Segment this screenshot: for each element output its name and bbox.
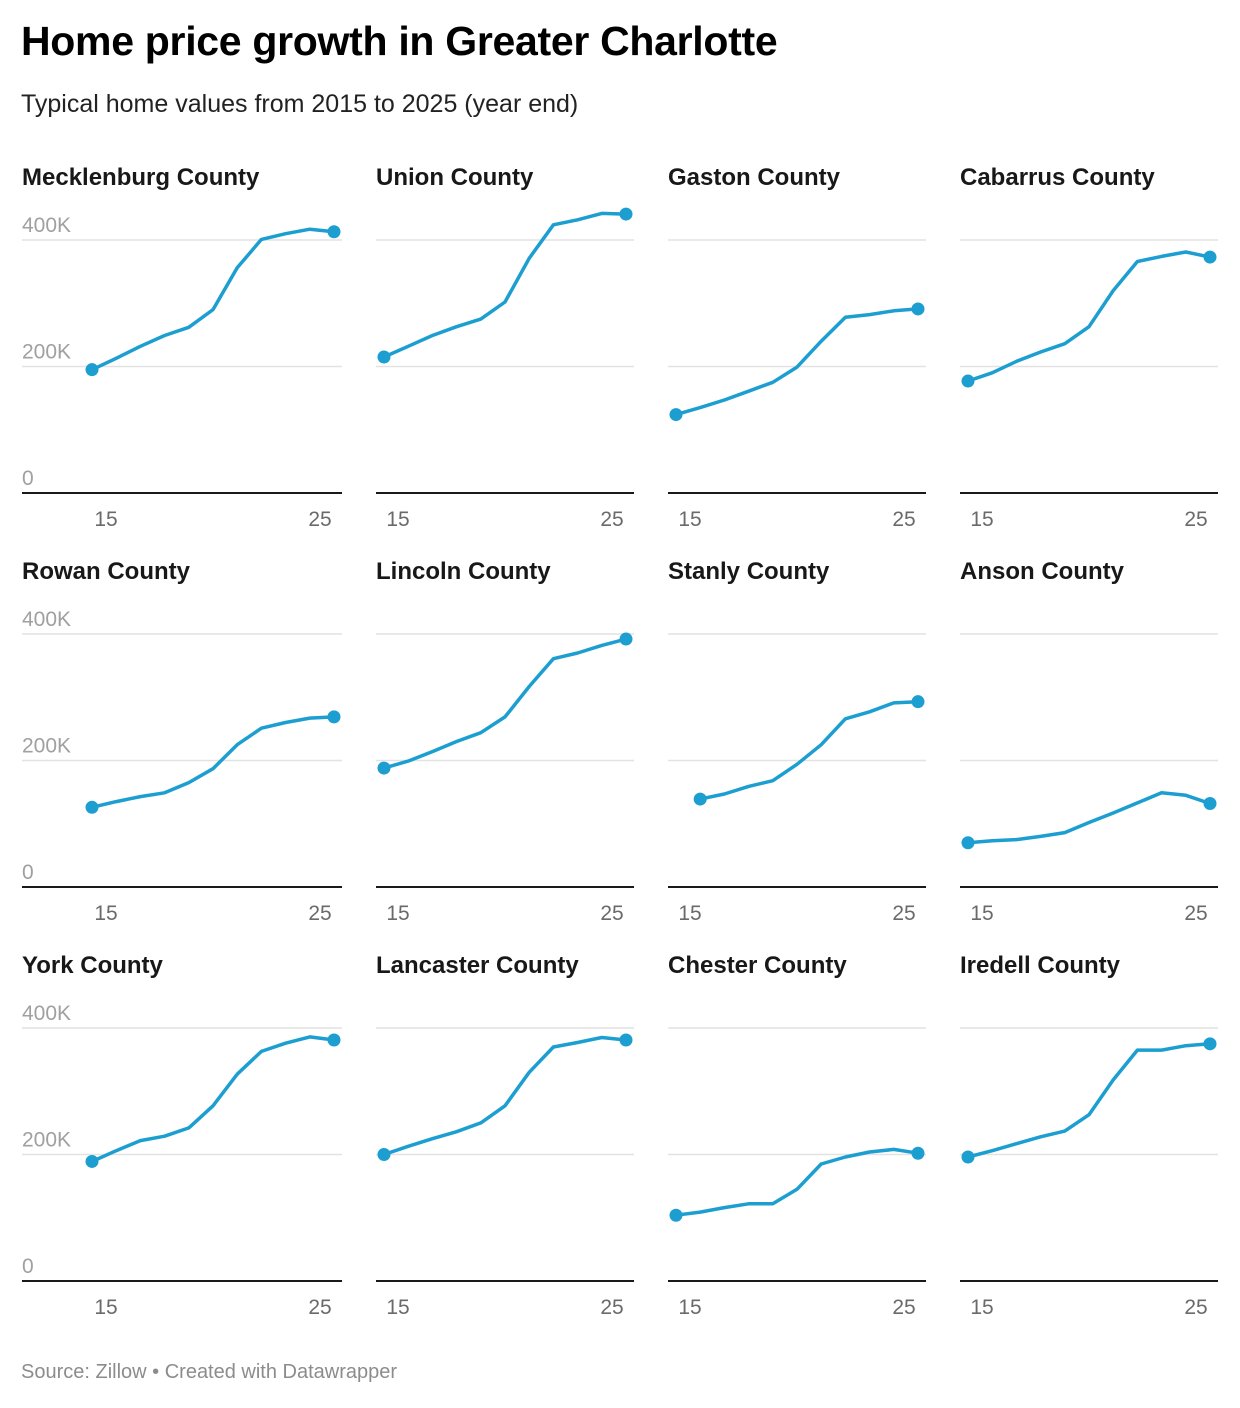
panel-gaston-county: 15 25 bbox=[668, 239, 926, 531]
x-tick-label: 15 bbox=[678, 1296, 701, 1319]
chart-subtitle: Typical home values from 2015 to 2025 (y… bbox=[21, 90, 579, 118]
panel-iredell-county: 15 25 bbox=[960, 1027, 1218, 1319]
panel-title-stanly-county: Stanly County bbox=[668, 558, 830, 585]
panel-lancaster-county: 15 25 bbox=[376, 1027, 634, 1319]
panel-title-anson-county: Anson County bbox=[960, 558, 1124, 585]
x-tick-label: 25 bbox=[308, 1296, 331, 1319]
series-line-gaston-county bbox=[674, 307, 920, 417]
start-point bbox=[85, 1154, 99, 1168]
series-line-anson-county bbox=[966, 791, 1212, 845]
source-footer: Source: Zillow • Created with Datawrappe… bbox=[21, 1361, 398, 1383]
y-tick-label: 200K bbox=[22, 341, 71, 364]
start-point bbox=[85, 363, 99, 377]
panel-title-york-county: York County bbox=[22, 952, 163, 979]
y-tick-label: 0 bbox=[22, 861, 34, 884]
panel-title-cabarrus-county: Cabarrus County bbox=[960, 164, 1155, 191]
panel-title-mecklenburg-county: Mecklenburg County bbox=[22, 164, 260, 191]
end-point bbox=[1203, 1037, 1217, 1051]
x-tick-label: 25 bbox=[308, 902, 331, 925]
series-line-rowan-county bbox=[90, 715, 336, 810]
end-point bbox=[619, 632, 633, 646]
series-line-lincoln-county bbox=[382, 637, 628, 770]
panel-title-gaston-county: Gaston County bbox=[668, 164, 840, 191]
panel-chester-county: 15 25 bbox=[668, 1027, 926, 1319]
panel-york-county: 0 200K 400K 15 25 bbox=[22, 1002, 342, 1319]
panel-cabarrus-county: 15 25 bbox=[960, 239, 1218, 531]
series-line-mecklenburg-county bbox=[90, 227, 336, 372]
start-point bbox=[85, 800, 99, 814]
panel-lincoln-county: 15 25 bbox=[376, 632, 634, 925]
start-point bbox=[961, 1150, 975, 1164]
y-tick-label: 0 bbox=[22, 1255, 34, 1278]
x-tick-label: 25 bbox=[600, 902, 623, 925]
series-line-york-county bbox=[90, 1035, 336, 1164]
x-tick-label: 25 bbox=[1184, 1296, 1207, 1319]
x-tick-label: 15 bbox=[386, 508, 409, 531]
x-tick-label: 15 bbox=[970, 508, 993, 531]
x-tick-label: 15 bbox=[94, 1296, 117, 1319]
start-point bbox=[377, 350, 391, 364]
x-tick-label: 15 bbox=[970, 902, 993, 925]
y-tick-label: 400K bbox=[22, 608, 71, 631]
end-point bbox=[327, 225, 341, 239]
end-point bbox=[619, 1033, 633, 1047]
y-tick-label: 200K bbox=[22, 1129, 71, 1152]
series-line-chester-county bbox=[674, 1147, 920, 1217]
panel-title-chester-county: Chester County bbox=[668, 952, 847, 979]
end-point bbox=[619, 207, 633, 221]
end-point bbox=[327, 1033, 341, 1047]
x-tick-label: 25 bbox=[892, 1296, 915, 1319]
y-tick-label: 400K bbox=[22, 214, 71, 237]
panel-title-iredell-county: Iredell County bbox=[960, 952, 1121, 979]
start-point bbox=[669, 408, 683, 422]
start-point bbox=[377, 1148, 391, 1161]
x-tick-label: 25 bbox=[308, 508, 331, 531]
panel-rowan-county: 0 200K 400K 15 25 bbox=[22, 608, 342, 925]
panel-title-rowan-county: Rowan County bbox=[22, 558, 190, 585]
series-line-iredell-county bbox=[966, 1042, 1212, 1159]
panel-title-lancaster-county: Lancaster County bbox=[376, 952, 579, 979]
x-tick-label: 15 bbox=[386, 1296, 409, 1319]
series-line-lancaster-county bbox=[382, 1035, 628, 1157]
start-point bbox=[961, 836, 975, 850]
x-tick-label: 15 bbox=[386, 902, 409, 925]
x-tick-label: 15 bbox=[94, 508, 117, 531]
y-tick-label: 400K bbox=[22, 1002, 71, 1025]
panel-stanly-county: 15 25 bbox=[668, 633, 926, 925]
x-tick-label: 15 bbox=[678, 902, 701, 925]
x-tick-label: 15 bbox=[94, 902, 117, 925]
x-tick-label: 25 bbox=[892, 508, 915, 531]
panel-union-county: 15 25 bbox=[376, 207, 634, 531]
end-point bbox=[1203, 797, 1217, 811]
x-tick-label: 25 bbox=[1184, 508, 1207, 531]
x-tick-label: 15 bbox=[970, 1296, 993, 1319]
series-line-cabarrus-county bbox=[966, 250, 1212, 383]
panel-title-union-county: Union County bbox=[376, 164, 534, 191]
x-tick-label: 25 bbox=[1184, 902, 1207, 925]
series-line-stanly-county bbox=[698, 699, 920, 801]
y-tick-label: 0 bbox=[22, 467, 34, 490]
x-tick-label: 25 bbox=[600, 1296, 623, 1319]
end-point bbox=[327, 710, 341, 724]
x-tick-label: 15 bbox=[678, 508, 701, 531]
x-tick-label: 25 bbox=[600, 508, 623, 531]
start-point bbox=[669, 1208, 683, 1222]
panel-title-lincoln-county: Lincoln County bbox=[376, 558, 551, 585]
end-point bbox=[911, 1146, 925, 1160]
start-point bbox=[377, 761, 391, 775]
end-point bbox=[911, 302, 925, 316]
start-point bbox=[693, 792, 707, 806]
x-tick-label: 25 bbox=[892, 902, 915, 925]
panel-anson-county: 15 25 bbox=[960, 633, 1218, 925]
chart-title: Home price growth in Greater Charlotte bbox=[21, 18, 778, 64]
panel-mecklenburg-county: 0 200K 400K 15 25 bbox=[22, 214, 342, 531]
y-tick-label: 200K bbox=[22, 735, 71, 758]
series-line-union-county bbox=[382, 211, 628, 359]
start-point bbox=[961, 374, 975, 388]
end-point bbox=[911, 695, 925, 709]
end-point bbox=[1203, 250, 1217, 264]
